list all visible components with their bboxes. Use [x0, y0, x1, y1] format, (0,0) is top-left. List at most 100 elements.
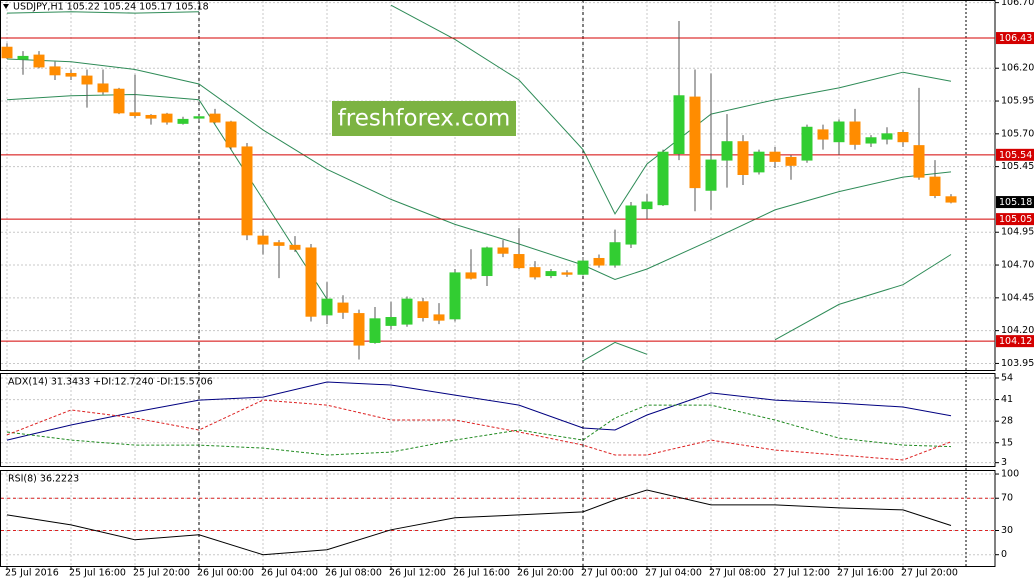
- candle-body: [753, 151, 765, 173]
- candle-body: [385, 317, 397, 326]
- candle-body: [545, 271, 557, 277]
- candle-body: [257, 235, 269, 245]
- y-tick-label: 100: [1001, 469, 1019, 480]
- price-tag: [996, 32, 1034, 45]
- candle-body: [465, 272, 477, 279]
- candle-body: [33, 54, 45, 68]
- y-tick-label: 104.95: [1001, 227, 1034, 238]
- candle-body: [17, 55, 29, 60]
- watermark: freshforex.com: [338, 106, 511, 132]
- candle-body: [801, 126, 813, 161]
- last-price-tag: [996, 196, 1034, 209]
- y-tick-label: 104.45: [1001, 292, 1034, 303]
- candle-body: [577, 260, 589, 275]
- candle-body: [929, 176, 941, 196]
- candle-body: [705, 159, 717, 191]
- panel-border: [0, 0, 996, 371]
- indicator-line: [6, 399, 952, 461]
- candle-body: [849, 121, 861, 145]
- candle-body: [769, 151, 781, 162]
- candle-body: [209, 113, 221, 123]
- y-tick-label: 106.20: [1001, 63, 1034, 74]
- candle-body: [785, 156, 797, 166]
- candle-body: [97, 83, 109, 93]
- x-tick-label: 26 Jul 04:00: [261, 568, 318, 579]
- candle-body: [721, 141, 733, 161]
- y-tick-label: 105.45: [1001, 161, 1034, 172]
- band-line: [6, 4, 952, 215]
- candle-body: [689, 96, 701, 189]
- panel: [1, 473, 995, 556]
- chart-title: ADX(14) 31.3433 +DI:12.7240 -DI:15.5706: [8, 377, 213, 388]
- candle-body: [129, 112, 141, 116]
- candle-body: [273, 242, 285, 246]
- y-tick-label: 104.70: [1001, 260, 1034, 271]
- price-tag: [996, 148, 1034, 161]
- candle-body: [81, 75, 93, 85]
- x-tick-label: 26 Jul 20:00: [517, 568, 574, 579]
- candle-body: [113, 88, 125, 114]
- price-tag: [996, 335, 1034, 348]
- y-tick-label: 105.95: [1001, 96, 1034, 107]
- price-tag-label: 104.12: [999, 336, 1032, 347]
- x-tick-label: 27 Jul 20:00: [901, 568, 958, 579]
- indicator-line: [6, 381, 952, 441]
- candle-body: [1, 46, 13, 59]
- candle-body: [897, 132, 909, 143]
- candle-body: [881, 133, 893, 140]
- candle-body: [497, 247, 509, 254]
- candle-body: [865, 137, 877, 144]
- candle-body: [513, 254, 525, 269]
- y-tick-label: 104.20: [1001, 325, 1034, 336]
- x-tick-label: 26 Jul 16:00: [453, 568, 510, 579]
- candle-body: [609, 242, 621, 266]
- y-tick-label: 28: [1001, 416, 1013, 427]
- x-tick-label: 25 Jul 16:00: [69, 568, 126, 579]
- x-tick-label: 27 Jul 12:00: [773, 568, 830, 579]
- candle-body: [305, 247, 317, 317]
- x-tick-label: 27 Jul 16:00: [837, 568, 894, 579]
- x-tick-label: 26 Jul 12:00: [389, 568, 446, 579]
- band-line: [6, 58, 952, 281]
- candle-body: [481, 247, 493, 277]
- candle-body: [449, 272, 461, 320]
- x-tick-label: 25 Jul 20:00: [133, 568, 190, 579]
- candle-body: [401, 298, 413, 325]
- candle-body: [529, 267, 541, 278]
- indicator-line: [6, 404, 952, 456]
- price-tag-label: 105.05: [999, 214, 1032, 225]
- candle-body: [833, 121, 845, 143]
- band-line: [6, 93, 952, 362]
- y-tick-label: 3: [1001, 457, 1007, 468]
- indicator-line: [6, 489, 952, 556]
- x-tick-label: 26 Jul 08:00: [325, 568, 382, 579]
- candle-body: [433, 314, 445, 321]
- candle-body: [369, 318, 381, 343]
- price-tag: [996, 213, 1034, 226]
- y-tick-label: 15: [1001, 437, 1013, 448]
- price-tag-label: 105.54: [999, 150, 1032, 161]
- x-tick-label: 27 Jul 08:00: [709, 568, 766, 579]
- candle-body: [913, 145, 925, 178]
- y-tick-label: 0: [1001, 549, 1007, 560]
- candle-body: [337, 302, 349, 313]
- candle-body: [177, 118, 189, 124]
- y-tick-label: 30: [1001, 525, 1013, 536]
- panel: [1, 2, 995, 364]
- candle-body: [593, 257, 605, 266]
- chart-title: USDJPY,H1 105.22 105.24 105.17 105.18: [13, 2, 209, 13]
- panel-border: [0, 470, 996, 567]
- candle-body: [49, 66, 61, 76]
- candle-body: [353, 313, 365, 346]
- candle-body: [561, 272, 573, 275]
- y-tick-label: 106.70: [1001, 0, 1034, 8]
- x-tick-label: 27 Jul 04:00: [645, 568, 702, 579]
- candle-body: [289, 244, 301, 250]
- candle-body: [641, 201, 653, 210]
- chart-title: RSI(8) 36.2223: [8, 474, 79, 485]
- price-tag-label: 106.43: [999, 33, 1032, 44]
- y-tick-label: 103.95: [1001, 358, 1034, 369]
- candle-body: [241, 146, 253, 236]
